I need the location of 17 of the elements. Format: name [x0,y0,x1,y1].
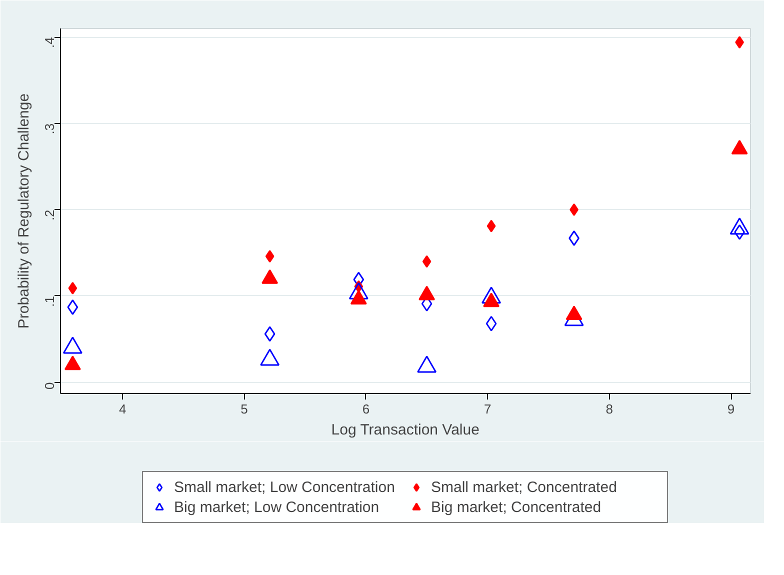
x-tick-label: 6 [362,402,370,416]
x-tick-label: 4 [118,402,126,416]
x-tick-label: 5 [240,402,248,416]
y-axis-title: Probability of Regulatory Challenge [16,93,32,329]
y-tick-label: 0 [42,382,57,390]
x-tick-label: 8 [606,402,613,416]
y-tick-label: .2 [42,210,57,221]
x-tick-label: 9 [727,402,735,416]
legend-label: Big market; Low Concentration [174,498,380,516]
legend-label: Small market; Low Concentration [174,478,396,496]
y-tick-label: .3 [42,123,57,134]
legend-label: Small market; Concentrated [431,478,618,496]
y-tick-label: .4 [42,37,57,48]
x-axis-title: Log Transaction Value [331,422,480,438]
x-tick-label: 7 [484,402,492,416]
y-tick-label: .1 [42,296,57,307]
legend-label: Big market; Concentrated [431,498,602,516]
